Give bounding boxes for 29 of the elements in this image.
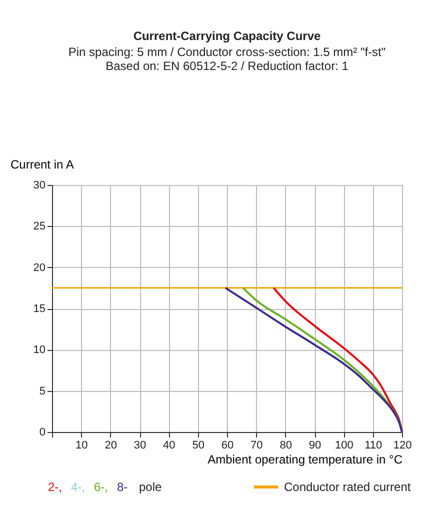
y-axis-title: Current in A (10, 158, 74, 172)
x-tick-label: 90 (308, 440, 322, 452)
x-tick-label: 20 (104, 440, 117, 452)
chart-subtitle: Pin spacing: 5 mm / Conductor cross-section: 1.5 mm² "f-st" Based on: EN 60512-5-2 / Reduction factor: 1 (68, 45, 386, 73)
x-tick-label: 100 (334, 440, 354, 452)
x-tick-label: 40 (163, 440, 176, 452)
legend-label: Conductor rated current (284, 480, 412, 494)
y-tick-label: 15 (33, 303, 46, 315)
y-tick-label: 5 (39, 385, 46, 398)
y-tick-label: 10 (33, 344, 46, 356)
x-tick-label: 110 (364, 440, 382, 452)
y-tick-label: 25 (33, 220, 46, 233)
legend-label: 4-, (71, 480, 86, 494)
chart-title: Current-Carrying Capacity Curve (133, 29, 322, 43)
x-tick-label: 80 (280, 440, 292, 452)
x-axis-title: Ambient operating temperature in °C (208, 452, 403, 466)
text: 6-, (94, 480, 108, 494)
text: 8- (117, 480, 128, 494)
y-tick-label: 20 (33, 262, 46, 274)
x-tick-label: 10 (76, 440, 88, 452)
x-tick-label: 120 (393, 440, 412, 452)
x-tick-label: 30 (134, 440, 146, 452)
y-tick-label: 0 (39, 426, 46, 438)
x-tick-label: 60 (221, 440, 234, 452)
x-tick-label: 50 (192, 440, 204, 452)
text: 2-, (48, 480, 62, 494)
legend-title: pole (139, 480, 162, 494)
y-tick-label: 30 (33, 180, 46, 192)
x-tick-label: 70 (250, 440, 263, 452)
